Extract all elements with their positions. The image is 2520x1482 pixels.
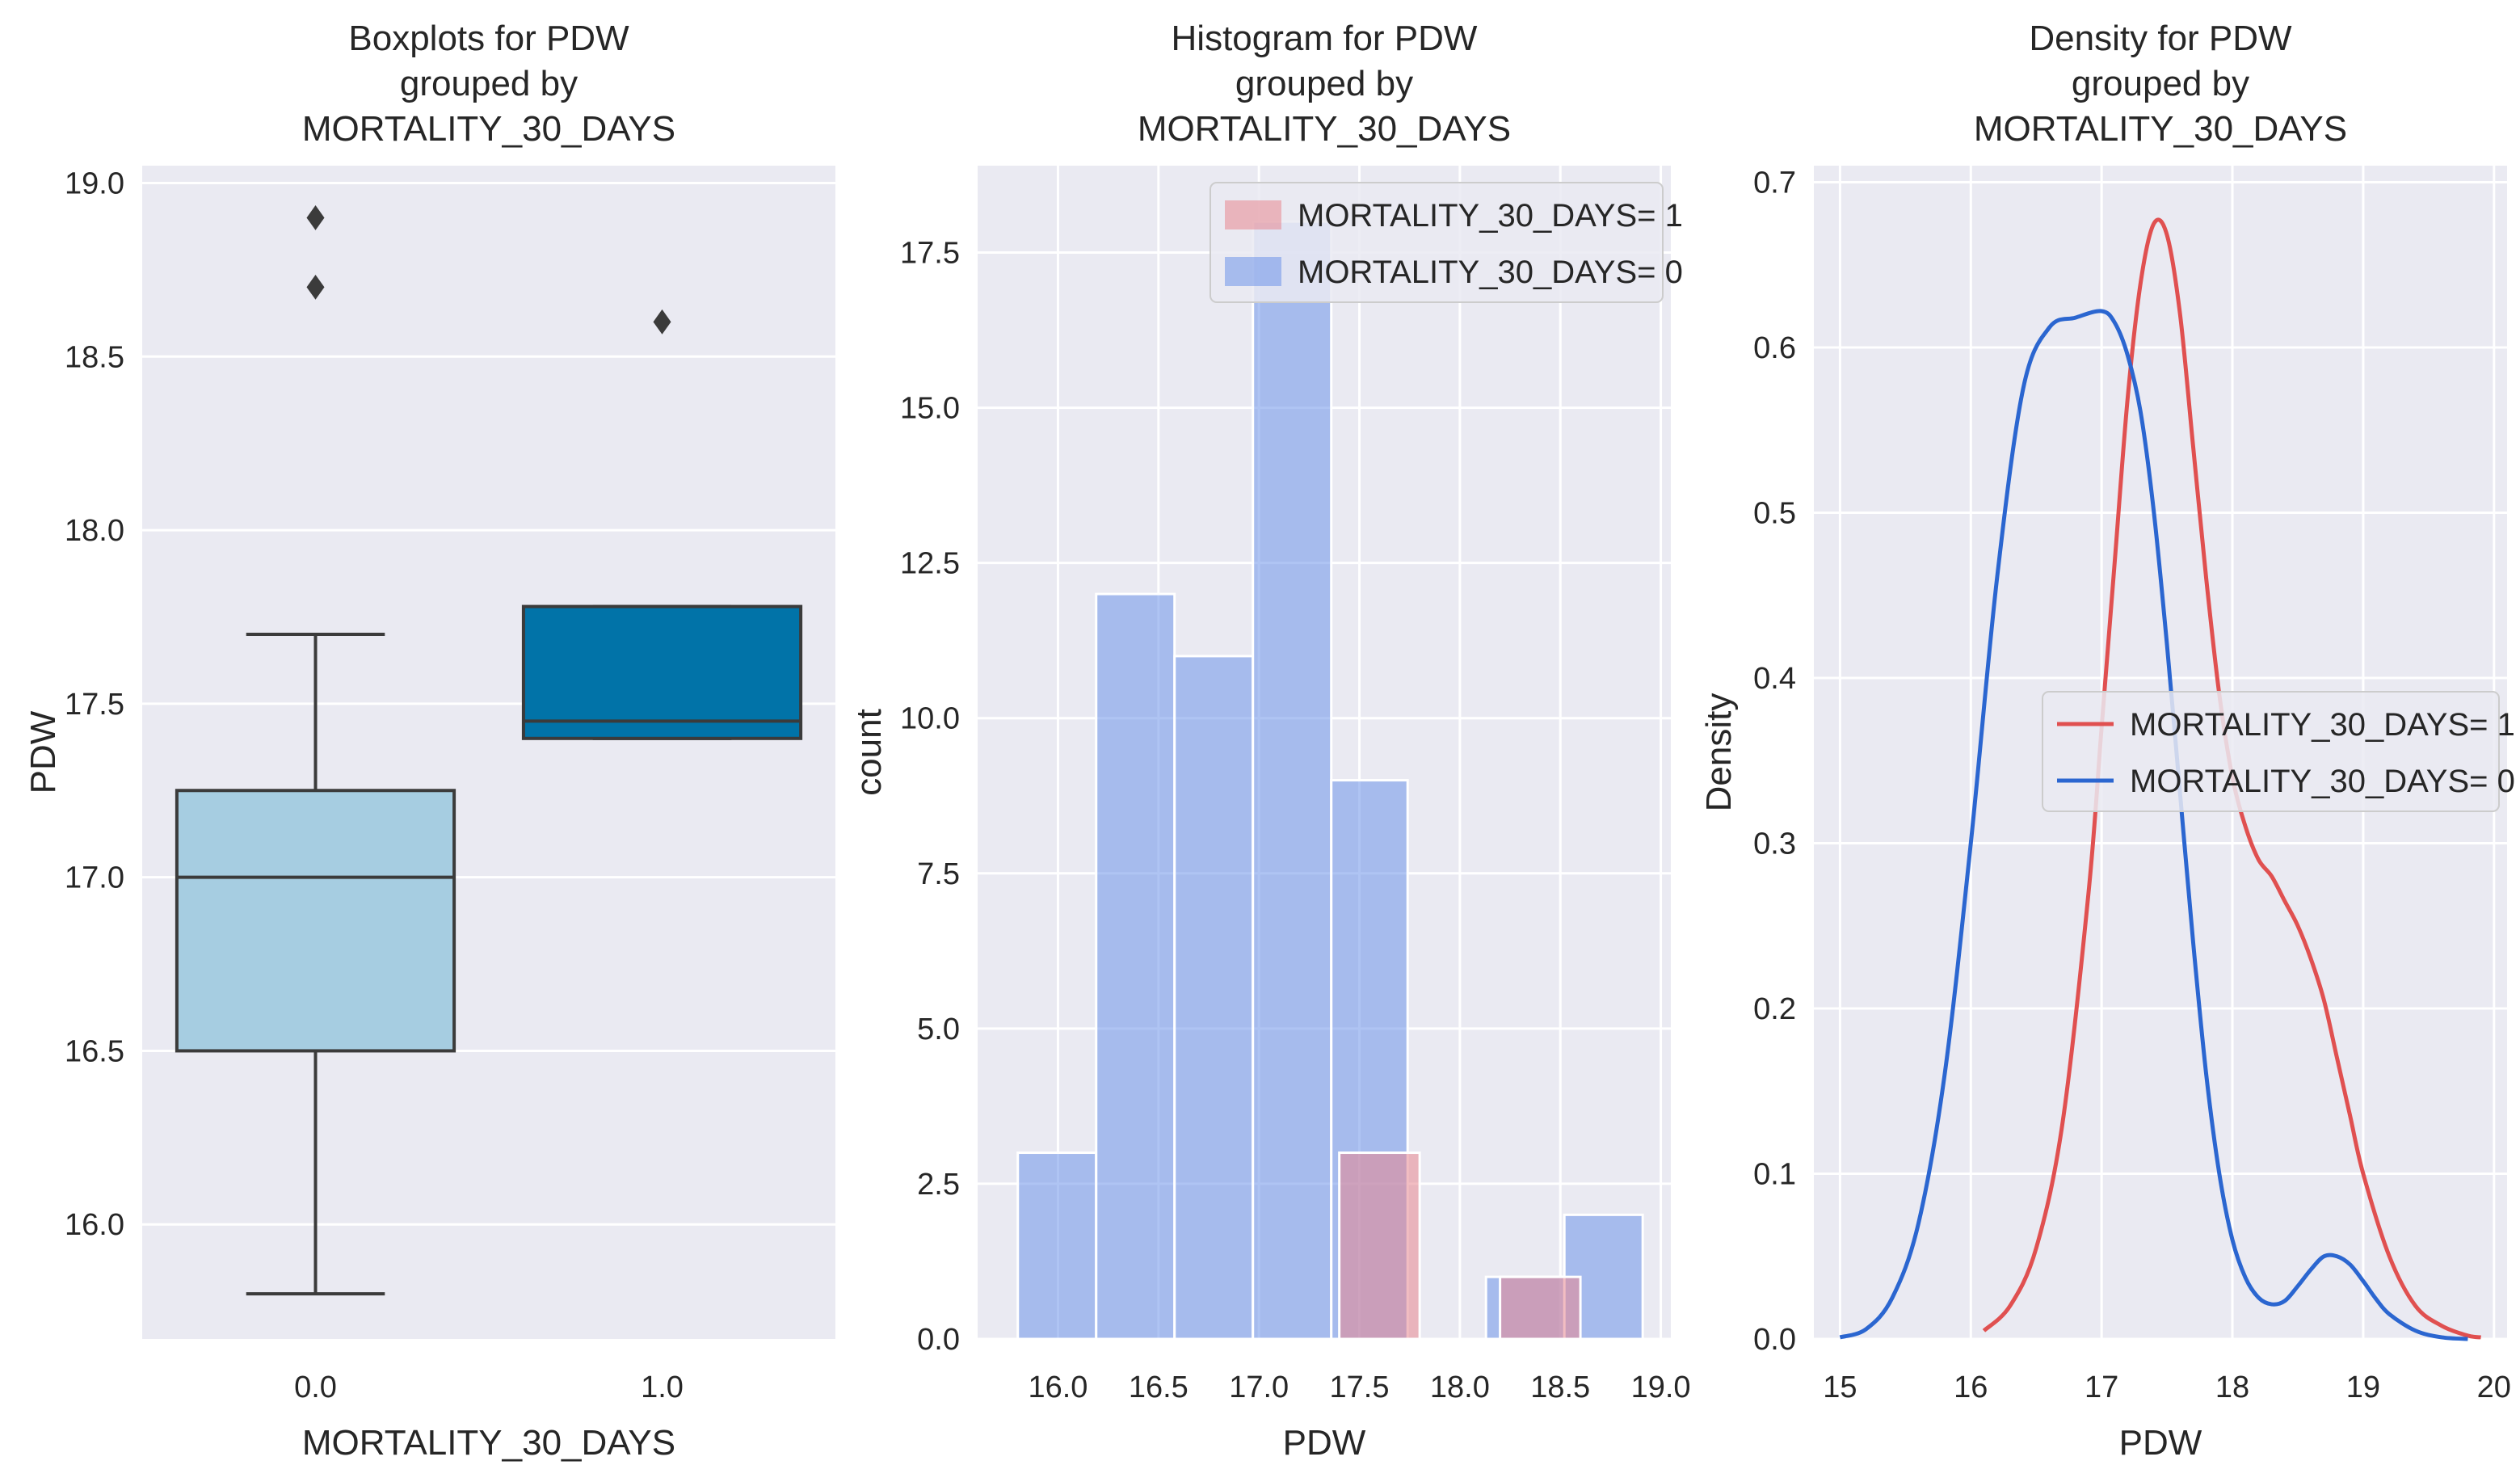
x-tick-label: 16.5: [1129, 1370, 1188, 1404]
x-tick-label: 18.5: [1530, 1370, 1590, 1404]
chart-title-line: MORTALITY_30_DAYS: [1138, 109, 1511, 149]
legend-label: MORTALITY_30_DAYS= 0: [1298, 255, 1683, 290]
legend-swatch: [1225, 200, 1281, 229]
plot-area: [142, 166, 835, 1339]
legend: MORTALITY_30_DAYS= 1 MORTALITY_30_DAYS= 0: [1210, 182, 1683, 303]
x-tick-label: 19: [2346, 1370, 2380, 1404]
y-axis-label: PDW: [23, 710, 63, 794]
y-tick-label: 16.5: [65, 1034, 124, 1068]
legend-label: MORTALITY_30_DAYS= 1: [2130, 707, 2515, 743]
hist-series-0: [1338, 1151, 1582, 1341]
legend-label: MORTALITY_30_DAYS= 0: [2130, 764, 2515, 799]
x-tick-label: 17.5: [1330, 1370, 1390, 1404]
y-tick-label: 12.5: [900, 547, 960, 581]
chart-title-line: Density for PDW: [2029, 19, 2292, 58]
density-line-0: [1982, 217, 2481, 1340]
chart-title-line: grouped by: [400, 64, 578, 103]
x-tick-label: 16: [1954, 1370, 1988, 1404]
y-tick-label: 15.0: [900, 392, 960, 426]
chart-title-line: MORTALITY_30_DAYS: [1974, 109, 2347, 149]
y-tick-label: 0.1: [1753, 1157, 1796, 1191]
chart-title-line: Boxplots for PDW: [348, 19, 629, 58]
y-tick-label: 0.7: [1753, 166, 1796, 200]
y-tick-label: 19.0: [65, 166, 124, 200]
y-tick-label: 16.0: [65, 1208, 124, 1242]
chart-title-line: MORTALITY_30_DAYS: [302, 109, 675, 149]
outlier-point: [306, 205, 325, 230]
hist-series-1: [1016, 220, 1644, 1341]
y-tick-label: 0.0: [917, 1323, 960, 1357]
x-axis-label: PDW: [2119, 1423, 2202, 1463]
legend-label: MORTALITY_30_DAYS= 1: [1298, 198, 1683, 234]
box-1.0: [521, 309, 803, 740]
x-tick-label: 0.0: [294, 1370, 337, 1404]
y-tick-label: 17.0: [65, 861, 124, 895]
x-tick-label: 17: [2085, 1370, 2118, 1404]
x-tick-label: 19.0: [1631, 1370, 1691, 1404]
hist-bar: [1252, 220, 1333, 1341]
y-axis-label: Density: [1699, 693, 1739, 812]
y-tick-label: 0.0: [1753, 1323, 1796, 1357]
chart-title-line: grouped by: [1235, 64, 1413, 103]
outlier-point: [306, 274, 325, 300]
y-tick-label: 18.0: [65, 514, 124, 548]
chart-title-line: Histogram for PDW: [1172, 19, 1478, 58]
chart-title-line: grouped by: [2072, 64, 2249, 103]
x-tick-label: 16.0: [1028, 1370, 1088, 1404]
y-tick-label: 17.5: [65, 688, 124, 722]
x-axis-label: MORTALITY_30_DAYS: [302, 1423, 675, 1463]
y-tick-label: 0.4: [1753, 662, 1796, 696]
y-tick-label: 5.0: [917, 1013, 960, 1046]
legend: MORTALITY_30_DAYS= 1 MORTALITY_30_DAYS= 0: [2042, 691, 2515, 812]
legend-swatch: [1225, 257, 1281, 286]
y-tick-label: 0.5: [1753, 496, 1796, 530]
box-0.0: [175, 205, 456, 1296]
hist-bar: [1338, 1151, 1421, 1341]
x-tick-label: 17.0: [1229, 1370, 1289, 1404]
hist-bar: [1016, 1151, 1098, 1341]
y-tick-label: 17.5: [900, 237, 960, 271]
x-tick-label: 15: [1823, 1370, 1857, 1404]
legend-box: [2042, 691, 2500, 812]
subplot-3: Density for PDW grouped by MORTALITY_30_DA…: [1699, 19, 2515, 1463]
x-tick-label: 1.0: [641, 1370, 684, 1404]
y-tick-label: 18.5: [65, 340, 124, 374]
x-axis-label: PDW: [1283, 1423, 1366, 1463]
subplot-1: Boxplots for PDW grouped by MORTALITY_30_D…: [23, 19, 835, 1463]
hist-bar: [1499, 1275, 1582, 1341]
y-tick-label: 2.5: [917, 1168, 960, 1202]
hist-bar: [1095, 592, 1176, 1341]
legend-box: [1210, 182, 1664, 303]
box-iqr: [521, 604, 803, 740]
y-tick-label: 7.5: [917, 857, 960, 891]
hist-bar: [1173, 655, 1255, 1341]
y-tick-label: 0.3: [1753, 827, 1796, 861]
outlier-point: [653, 309, 671, 335]
subplot-2: Histogram for PDW grouped by MORTALITY_30_…: [849, 19, 1691, 1463]
y-tick-label: 0.2: [1753, 992, 1796, 1026]
x-tick-label: 18.0: [1430, 1370, 1490, 1404]
y-axis-label: count: [849, 709, 889, 796]
y-tick-label: 10.0: [900, 702, 960, 736]
x-tick-label: 20: [2477, 1370, 2511, 1404]
box-iqr: [175, 789, 456, 1053]
x-tick-label: 18: [2215, 1370, 2249, 1404]
y-tick-label: 0.6: [1753, 331, 1796, 365]
